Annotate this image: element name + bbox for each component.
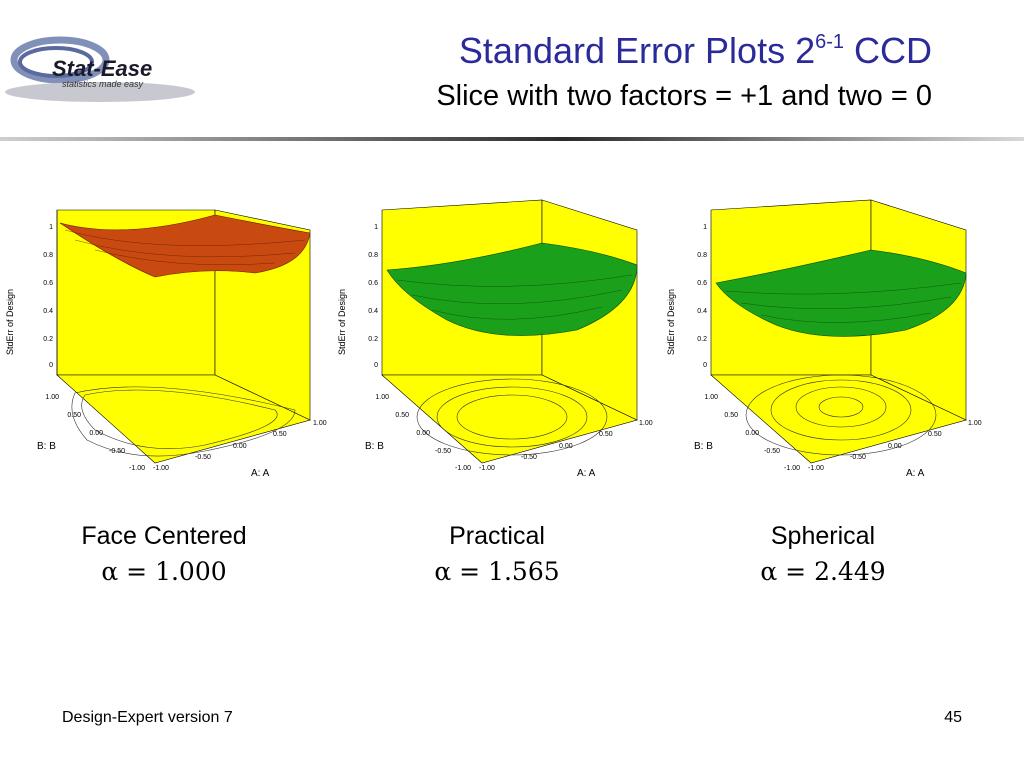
z-tick: 1: [703, 224, 707, 231]
title-tail: CCD: [844, 30, 932, 71]
logo-text: Stat-Ease: [52, 56, 152, 81]
a-axis-label: A: A: [251, 468, 270, 479]
b-tick: 0.50: [395, 412, 409, 419]
z-tick: 0.4: [697, 308, 707, 315]
b-tick: -0.50: [435, 448, 451, 455]
a-tick: -1.00: [808, 465, 824, 472]
a-tick: 0.00: [233, 443, 247, 450]
b-tick: -0.50: [109, 448, 125, 455]
b-axis-label: B: B: [37, 441, 56, 452]
a-axis-label: A: A: [906, 468, 925, 479]
b-tick: 1.00: [375, 394, 389, 401]
z-tick: 1: [374, 224, 378, 231]
z-tick: 0.8: [697, 252, 707, 259]
b-axis-label: B: B: [365, 441, 384, 452]
b-tick: 0.00: [89, 430, 103, 437]
z-tick: 0: [374, 362, 378, 369]
b-tick: 0.50: [724, 412, 738, 419]
a-tick: -0.50: [850, 454, 866, 461]
z-axis-label: StdErr of Design: [337, 289, 347, 355]
caption-face-centered: Face Centered α = 1.000: [39, 519, 289, 589]
b-tick: 0.00: [416, 430, 430, 437]
z-tick: 1: [49, 224, 53, 231]
a-tick: 1.00: [313, 420, 327, 427]
z-tick: 0.4: [43, 308, 53, 315]
b-tick: -1.00: [784, 465, 800, 472]
z-tick: 0: [49, 362, 53, 369]
caption-alpha: α = 1.000: [101, 557, 227, 586]
footer-text: Design-Expert version 7: [62, 709, 233, 726]
title-superscript: 6-1: [815, 31, 844, 53]
a-tick: -1.00: [479, 465, 495, 472]
b-tick: -0.50: [764, 448, 780, 455]
z-tick: 0: [703, 362, 707, 369]
caption-alpha: α = 2.449: [760, 557, 886, 586]
caption-spherical: Spherical α = 2.449: [698, 519, 948, 589]
surface-mesh: [715, 249, 967, 337]
z-tick: 0.2: [697, 336, 707, 343]
z-tick: 0.8: [368, 252, 378, 259]
z-tick: 0.6: [368, 280, 378, 287]
a-tick: -0.50: [195, 454, 211, 461]
b-tick: -1.00: [129, 465, 145, 472]
logo-tagline: statistics made easy: [62, 79, 144, 89]
a-tick: 1.00: [639, 420, 653, 427]
surface-plot-practical: StdErr of Design 1 0.8 0.6 0.4 0.2 0 1.0…: [337, 195, 667, 485]
z-tick: 0.6: [697, 280, 707, 287]
caption-practical: Practical α = 1.565: [372, 519, 622, 589]
a-tick: 0.50: [599, 431, 613, 438]
b-tick: 0.50: [67, 412, 81, 419]
caption-alpha: α = 1.565: [434, 557, 560, 586]
title-main: Standard Error Plots 2: [458, 30, 816, 71]
caption-name: Spherical: [770, 522, 876, 550]
a-tick: -0.50: [521, 454, 537, 461]
z-tick: 0.2: [43, 336, 53, 343]
a-tick: 0.50: [273, 431, 287, 438]
z-tick: 0.4: [368, 308, 378, 315]
surface-mesh: [59, 214, 311, 278]
caption-name: Practical: [449, 522, 545, 550]
surface-plot-spherical: StdErr of Design 1 0.8 0.6 0.4 0.2 0 1.0…: [666, 195, 996, 485]
page-number: 45: [944, 709, 962, 726]
caption-name: Face Centered: [81, 522, 247, 550]
a-tick: 1.00: [968, 420, 982, 427]
page-title: Standard Error Plots 26-1 CCD: [459, 30, 932, 72]
b-tick: 1.00: [45, 394, 59, 401]
a-tick: 0.00: [888, 443, 902, 450]
b-tick: 0.00: [745, 430, 759, 437]
a-tick: 0.50: [928, 431, 942, 438]
header-divider: [0, 137, 1024, 141]
a-axis-label: A: A: [577, 468, 596, 479]
b-tick: -1.00: [455, 465, 471, 472]
surface-plot-face-centered: StdErr of Design 1 0.8 0.6 0.4 0.2 0 1.0…: [5, 195, 335, 485]
page-subtitle: Slice with two factors = +1 and two = 0: [436, 80, 932, 112]
z-tick: 0.2: [368, 336, 378, 343]
stat-ease-logo: Stat-Ease statistics made easy: [0, 30, 200, 110]
z-axis-label: StdErr of Design: [5, 289, 15, 355]
z-axis-label: StdErr of Design: [666, 289, 676, 355]
surface-mesh: [386, 242, 638, 336]
z-tick: 0.8: [43, 252, 53, 259]
z-tick: 0.6: [43, 280, 53, 287]
a-tick: -1.00: [153, 465, 169, 472]
a-tick: 0.00: [559, 443, 573, 450]
b-axis-label: B: B: [694, 441, 713, 452]
b-tick: 1.00: [704, 394, 718, 401]
